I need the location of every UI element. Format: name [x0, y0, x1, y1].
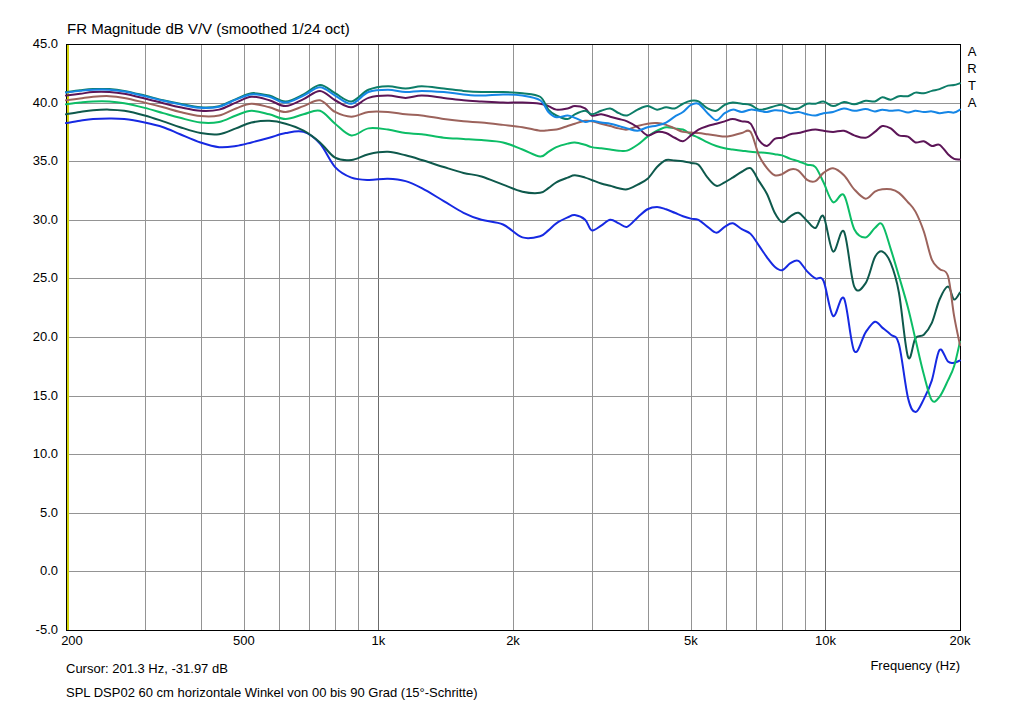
y-tick-label: 35.0: [14, 154, 58, 168]
arta-watermark-letter: T: [964, 78, 980, 93]
fr-plot-canvas: [0, 0, 1024, 701]
x-tick-label: 200: [42, 634, 102, 648]
x-tick-label: 5k: [661, 634, 721, 648]
x-axis-title: Frequency (Hz): [870, 658, 960, 673]
y-tick-label: 10.0: [14, 447, 58, 461]
chart-title: FR Magnitude dB V/V (smoothed 1/24 oct): [67, 20, 350, 37]
x-tick-label: 2k: [483, 634, 543, 648]
x-tick-label: 1k: [348, 634, 408, 648]
y-tick-label: 20.0: [14, 330, 58, 344]
cursor-readout: Cursor: 201.3 Hz, -31.97 dB: [66, 661, 228, 676]
measurement-description: SPL DSP02 60 cm horizontale Winkel von 0…: [66, 685, 478, 700]
x-tick-label: 10k: [795, 634, 855, 648]
y-tick-label: 30.0: [14, 213, 58, 227]
y-tick-label: 5.0: [14, 506, 58, 520]
arta-watermark-letter: R: [964, 61, 980, 76]
y-tick-label: 40.0: [14, 96, 58, 110]
arta-watermark-letter: A: [964, 44, 980, 59]
y-tick-label: 45.0: [14, 37, 58, 51]
y-tick-label: 15.0: [14, 389, 58, 403]
arta-watermark-letter: A: [964, 95, 980, 110]
arta-fr-chart: FR Magnitude dB V/V (smoothed 1/24 oct) …: [0, 0, 1024, 701]
y-tick-label: 0.0: [14, 564, 58, 578]
x-tick-label: 20k: [930, 634, 990, 648]
x-tick-label: 500: [214, 634, 274, 648]
y-tick-label: 25.0: [14, 271, 58, 285]
